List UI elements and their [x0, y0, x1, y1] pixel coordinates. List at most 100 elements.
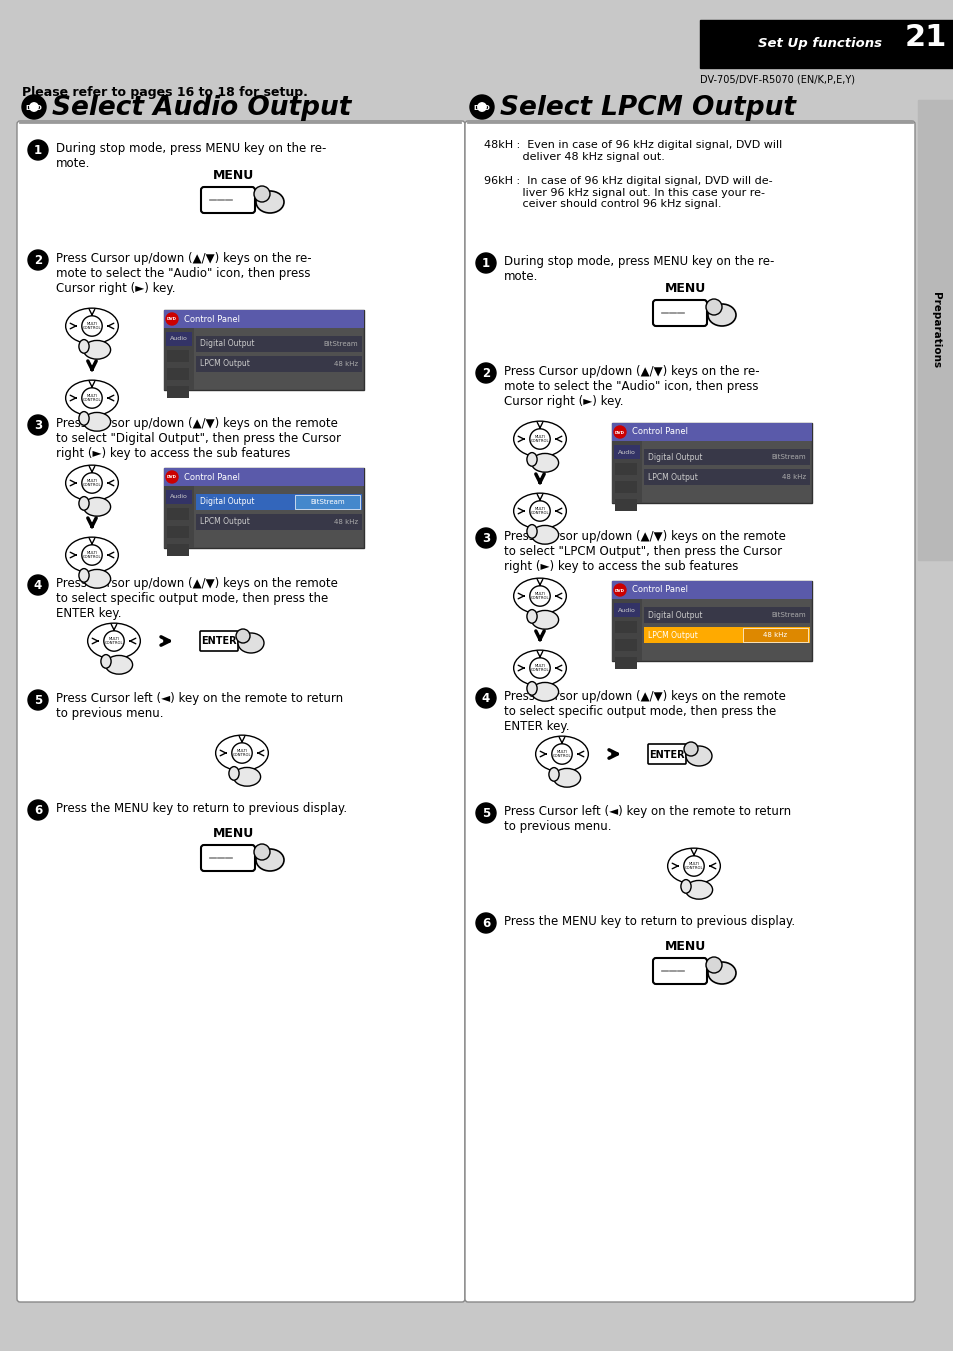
FancyBboxPatch shape [464, 122, 914, 1302]
Circle shape [476, 913, 496, 934]
Ellipse shape [83, 412, 111, 431]
FancyBboxPatch shape [17, 122, 464, 1302]
Circle shape [28, 415, 48, 435]
Text: 5: 5 [34, 694, 42, 707]
Text: 48 kHz: 48 kHz [781, 474, 805, 480]
Ellipse shape [88, 623, 140, 659]
Text: Control Panel: Control Panel [631, 585, 687, 594]
Text: Preparations: Preparations [930, 292, 940, 367]
Text: Please refer to pages 16 to 18 for setup.: Please refer to pages 16 to 18 for setup… [22, 86, 308, 99]
Circle shape [82, 316, 102, 336]
Bar [643, 449, 809, 465]
Text: Select LPCM Output: Select LPCM Output [499, 95, 795, 122]
Text: "Audio" icon: "Audio" icon [253, 311, 330, 322]
Ellipse shape [105, 655, 132, 674]
Bar [294, 494, 359, 509]
Bar [195, 513, 361, 530]
Bar [0, 0, 953, 68]
Bar [195, 357, 361, 372]
Text: Press Cursor up/down (▲/▼) keys on the re-
mote to select the "Audio" icon, then: Press Cursor up/down (▲/▼) keys on the r… [56, 253, 312, 295]
FancyBboxPatch shape [652, 300, 706, 326]
Text: MULTI
CONTROL: MULTI CONTROL [105, 636, 123, 646]
Bar [615, 499, 637, 511]
Text: Digital Output: Digital Output [200, 339, 254, 349]
Bar [643, 607, 809, 623]
Ellipse shape [553, 769, 580, 788]
Ellipse shape [79, 412, 89, 426]
Text: Select Audio Output: Select Audio Output [52, 95, 351, 122]
Text: Audio: Audio [618, 450, 636, 454]
Text: MENU: MENU [213, 827, 254, 840]
Ellipse shape [215, 735, 268, 771]
Circle shape [551, 744, 572, 765]
Text: Press the MENU key to return to previous display.: Press the MENU key to return to previous… [503, 915, 794, 928]
Text: Press Cursor up/down (▲/▼) keys on the remote
to select specific output mode, th: Press Cursor up/down (▲/▼) keys on the r… [503, 690, 785, 734]
Circle shape [28, 141, 48, 159]
Ellipse shape [66, 465, 118, 501]
Circle shape [705, 299, 721, 315]
Circle shape [476, 363, 496, 382]
Text: 5: 5 [481, 807, 490, 820]
Text: Control Panel: Control Panel [184, 473, 240, 481]
FancyBboxPatch shape [200, 631, 237, 651]
Text: 48 kHz: 48 kHz [762, 632, 787, 638]
Ellipse shape [707, 304, 735, 326]
Text: BitStream: BitStream [771, 612, 805, 617]
Circle shape [529, 658, 550, 678]
Text: 21: 21 [903, 23, 946, 51]
Bar [612, 423, 811, 503]
Ellipse shape [531, 454, 558, 471]
Circle shape [82, 473, 102, 493]
Text: MULTI
CONTROL: MULTI CONTROL [83, 478, 101, 488]
Circle shape [30, 103, 38, 111]
Text: LPCM Output: LPCM Output [200, 359, 250, 369]
Text: 1: 1 [481, 257, 490, 270]
Text: DVD: DVD [26, 105, 42, 111]
Text: 48 kHz: 48 kHz [334, 361, 357, 367]
Text: MULTI
CONTROL: MULTI CONTROL [233, 748, 251, 758]
Bar [166, 490, 192, 504]
Text: MULTI
CONTROL: MULTI CONTROL [83, 393, 101, 403]
Ellipse shape [680, 880, 690, 893]
Circle shape [614, 584, 625, 596]
Text: MENU: MENU [664, 940, 706, 952]
Text: Set Up functions: Set Up functions [758, 36, 882, 50]
Text: LPCM Output: LPCM Output [647, 631, 698, 639]
Ellipse shape [526, 682, 537, 696]
Bar [166, 332, 192, 346]
Ellipse shape [79, 569, 89, 582]
Bar [700, 20, 953, 68]
Text: MENU: MENU [213, 169, 254, 182]
Bar [167, 508, 189, 520]
Circle shape [614, 426, 625, 438]
Ellipse shape [79, 497, 89, 511]
Text: MULTI
CONTROL: MULTI CONTROL [83, 551, 101, 559]
Bar [742, 628, 807, 642]
Text: 6: 6 [34, 804, 42, 817]
Text: Audio: Audio [170, 494, 188, 500]
Text: ENTER: ENTER [648, 750, 684, 759]
Text: DVD: DVD [473, 105, 490, 111]
Bar [167, 367, 189, 380]
Text: ENTER: ENTER [201, 636, 236, 647]
Bar [612, 598, 641, 661]
Text: "Audio" icon: "Audio" icon [705, 424, 781, 434]
Text: MULTI
CONTROL: MULTI CONTROL [530, 663, 549, 673]
Text: 4: 4 [34, 580, 42, 592]
Ellipse shape [513, 422, 566, 457]
Bar [615, 657, 637, 669]
Ellipse shape [667, 848, 720, 884]
Bar [612, 581, 811, 598]
Text: MULTI
CONTROL: MULTI CONTROL [684, 862, 702, 870]
Ellipse shape [83, 340, 111, 359]
Text: DVD: DVD [167, 317, 177, 322]
Circle shape [477, 103, 486, 111]
Text: Control Panel: Control Panel [184, 315, 240, 323]
Text: 2: 2 [481, 367, 490, 380]
Text: MULTI
CONTROL: MULTI CONTROL [530, 592, 549, 600]
Ellipse shape [83, 570, 111, 588]
Bar [195, 336, 361, 353]
Text: 2: 2 [34, 254, 42, 267]
Ellipse shape [79, 339, 89, 353]
Ellipse shape [548, 767, 558, 781]
